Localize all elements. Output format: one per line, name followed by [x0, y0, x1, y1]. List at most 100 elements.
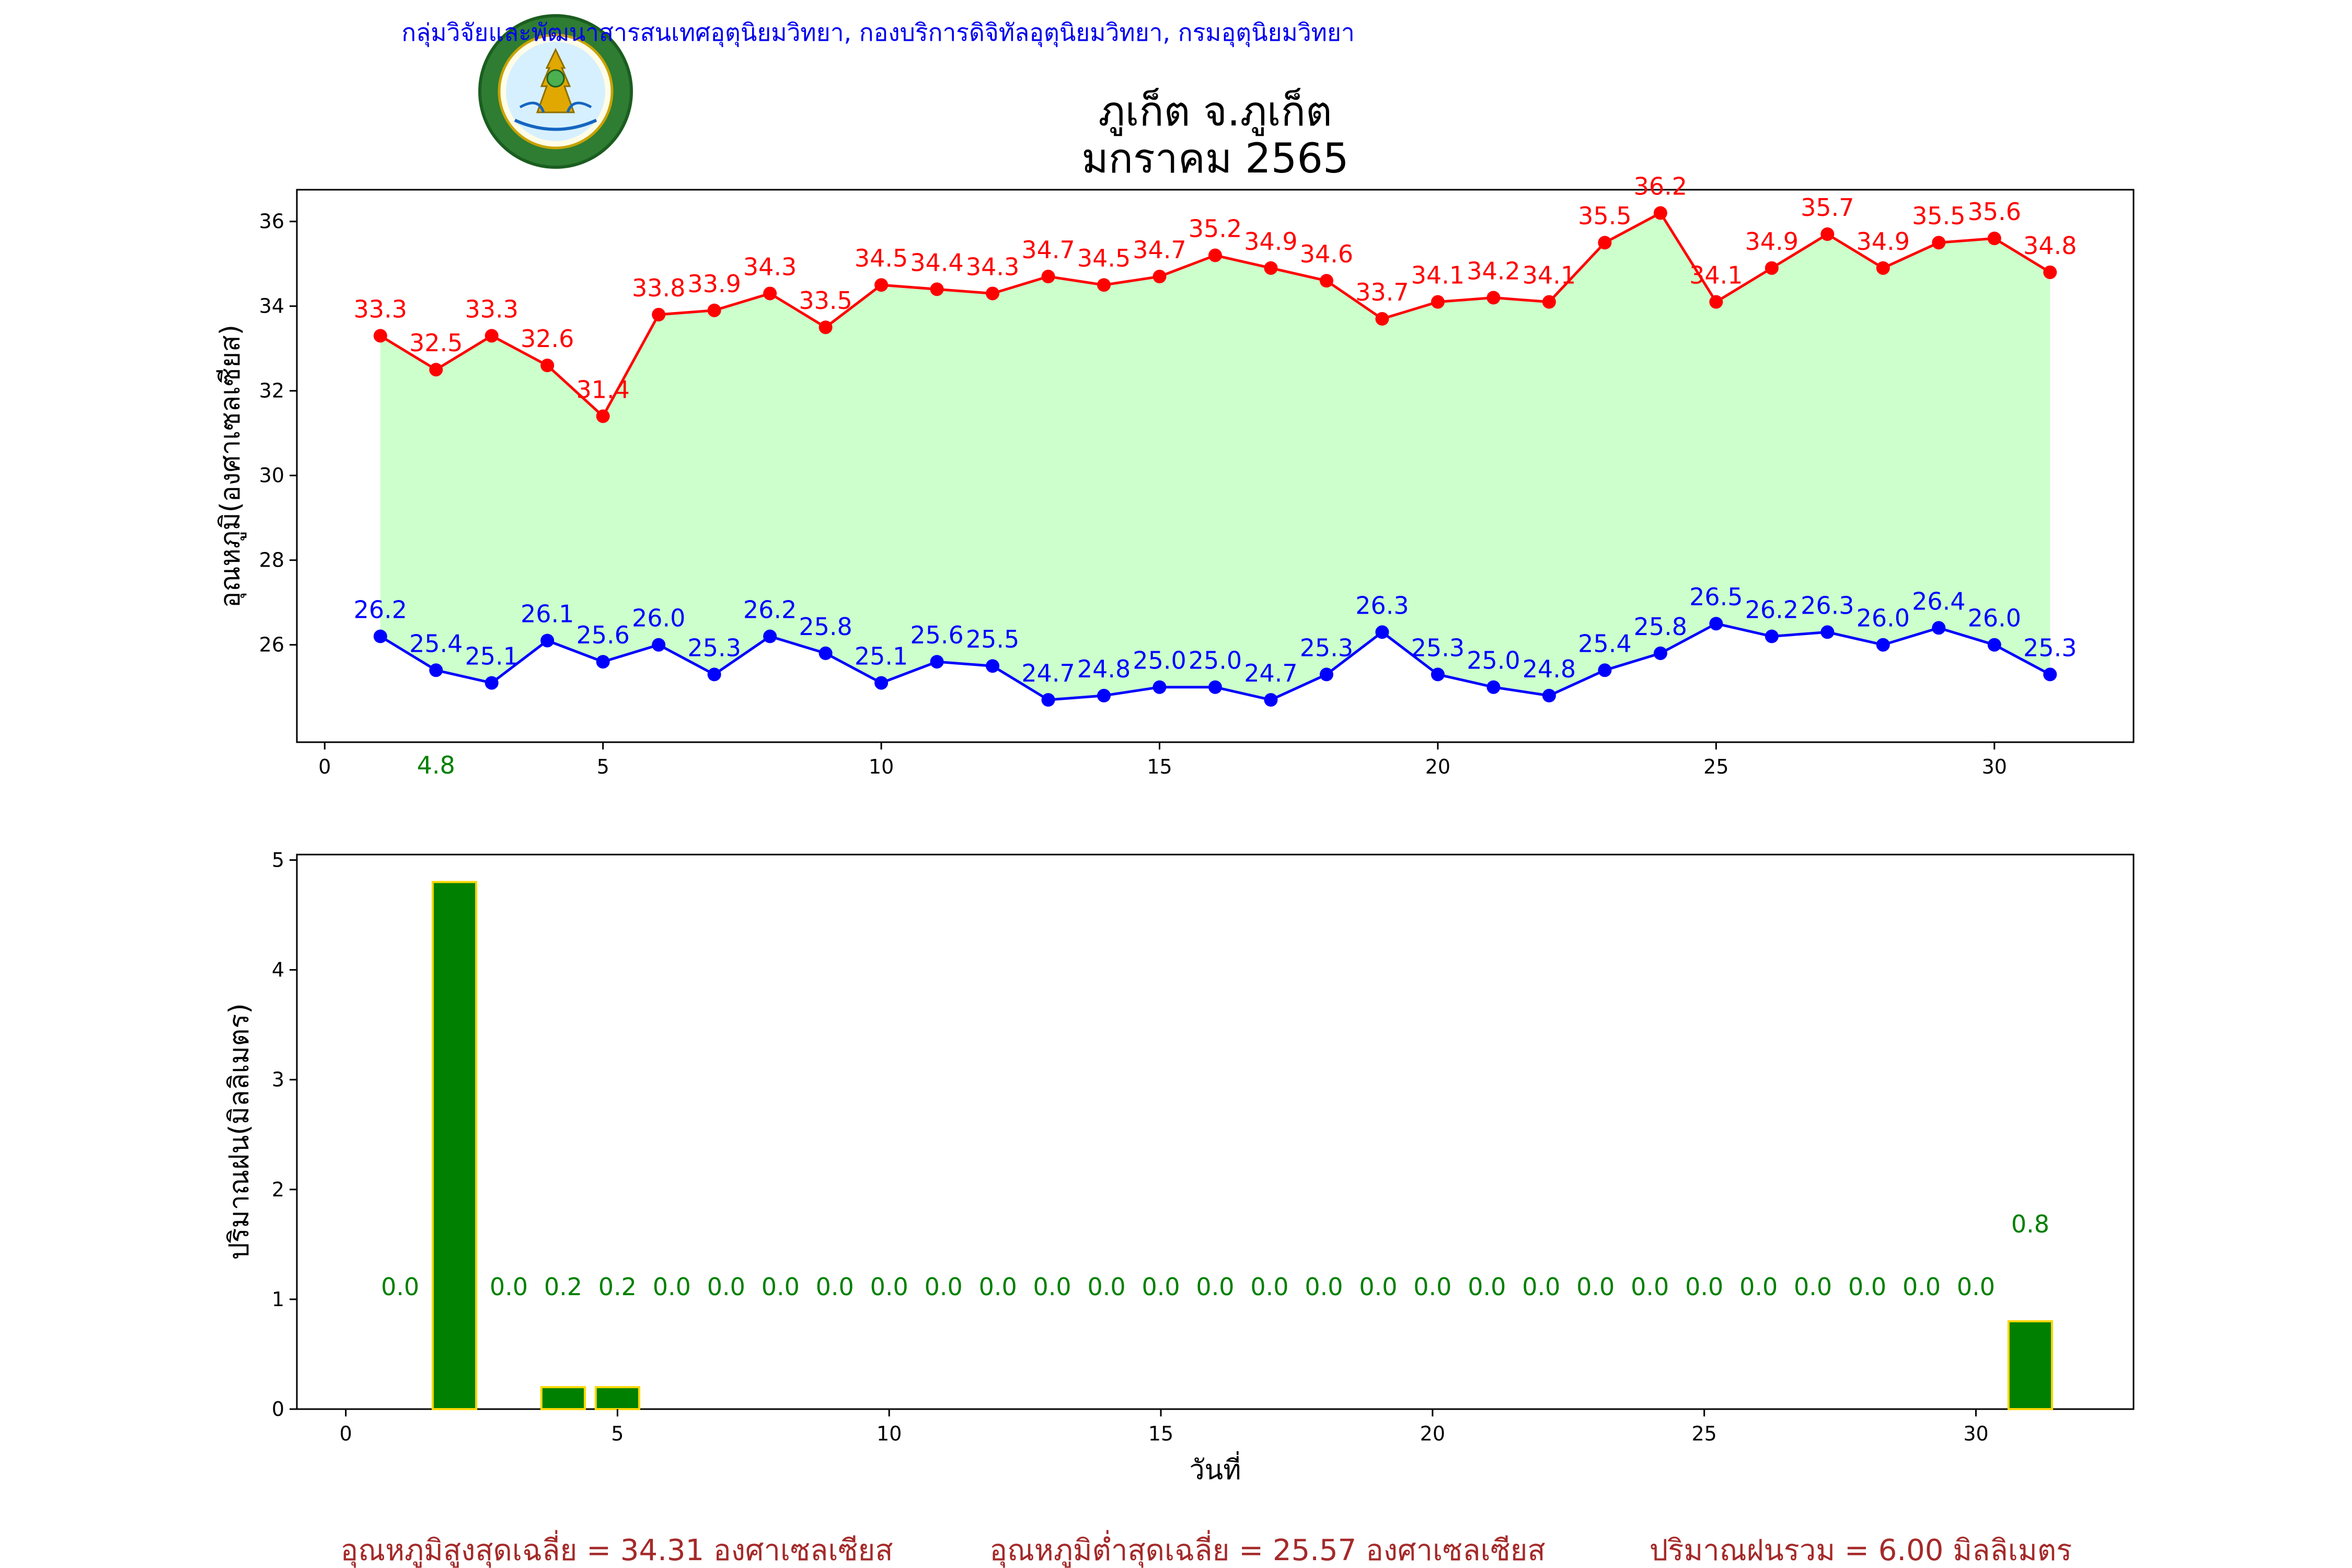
- temperature-y-tick-label: 32: [259, 379, 284, 402]
- max-temperature-label: 33.3: [465, 295, 518, 323]
- rainfall-y-ticks: 0 1 2 3 4 5: [272, 849, 297, 1421]
- min-temperature-point: [930, 655, 944, 669]
- min-temperature-point: [1542, 688, 1556, 702]
- max-temperature-point: [485, 329, 499, 343]
- max-temperature-label: 35.6: [1968, 198, 2021, 226]
- min-temperature-point: [763, 629, 777, 643]
- rainfall-data-labels: 0.0 0.0 0.2 0.2 0.0 0.0 0.0 0.0 0.0 0.0 0.0 0.0 0.0 0…: [381, 1210, 2049, 1301]
- max-temperature-label: 35.5: [1578, 202, 1631, 230]
- max-temperature-label: 35.7: [1801, 193, 1854, 222]
- min-temperature-label: 26.0: [632, 604, 685, 632]
- max-temperature-point: [874, 278, 889, 292]
- max-temperature-point: [1709, 295, 1723, 309]
- max-temperature-point: [1375, 312, 1389, 326]
- max-temperature-point: [1653, 206, 1667, 220]
- chart-title-station: ภูเก็ต จ.ภูเก็ต: [1098, 88, 1332, 136]
- temperature-x-tick-label: 20: [1425, 755, 1450, 778]
- max-temperature-label: 34.3: [743, 252, 797, 281]
- temperature-x-tick-label: 0: [318, 755, 331, 778]
- rainfall-data-label: 0.0: [762, 1273, 800, 1301]
- temperature-band-area: [380, 213, 2050, 700]
- min-temperature-label: 26.2: [354, 596, 407, 624]
- temperature-x-tick-label: 30: [1982, 755, 2007, 778]
- rainfall-data-label: 0.0: [653, 1273, 691, 1301]
- max-temperature-point: [707, 303, 721, 317]
- min-temperature-label: 25.0: [1133, 647, 1186, 675]
- min-temperature-point: [818, 646, 833, 660]
- max-temperature-label: 34.2: [1467, 257, 1520, 285]
- rainfall-x-tick-label: 0: [339, 1422, 352, 1445]
- footer-avg-max: อุณหภูมิสูงสุดเฉลี่ย = 34.31 องศาเซลเซีย…: [340, 1530, 893, 1568]
- rainfall-data-label: 0.0: [816, 1273, 854, 1301]
- max-temperature-label: 36.2: [1634, 172, 1687, 201]
- temperature-plot-frame: [296, 189, 2135, 743]
- max-temperature-label: 33.8: [632, 274, 685, 302]
- min-temperature-label: 25.3: [687, 633, 741, 662]
- min-temperature-label: 26.0: [1968, 604, 2021, 632]
- max-temperature-label: 34.1: [1689, 261, 1743, 290]
- rainfall-data-label: 0.0: [490, 1273, 528, 1301]
- rainfall-data-label: 0.8: [2011, 1210, 2049, 1238]
- rainfall-y-tick-label: 3: [272, 1068, 284, 1091]
- min-temperature-point: [1264, 693, 1278, 707]
- max-temperature-label: 34.3: [966, 252, 1019, 281]
- rainfall-data-label: 0.0: [1359, 1273, 1397, 1301]
- min-temperature-label: 25.0: [1467, 647, 1520, 675]
- min-temperature-label: 26.1: [521, 600, 574, 628]
- rainfall-data-label: 0.0: [1250, 1273, 1288, 1301]
- min-temperature-label: 24.7: [1021, 659, 1075, 687]
- rainfall-data-label: 0.2: [598, 1273, 637, 1301]
- min-temperature-point: [1765, 629, 1779, 643]
- max-temperature-point: [1152, 270, 1167, 284]
- max-temperature-label: 35.5: [1912, 202, 1965, 230]
- max-temperature-point: [986, 286, 1000, 301]
- max-temperature-point: [429, 363, 443, 377]
- temperature-y-tick-label: 30: [259, 464, 284, 487]
- min-temperature-point: [2043, 667, 2057, 682]
- max-temperature-point: [652, 307, 666, 321]
- max-temperature-label: 33.3: [354, 295, 407, 323]
- max-temperature-label: 33.5: [799, 286, 852, 315]
- max-temperature-point: [1876, 261, 1890, 275]
- min-temperature-point: [1431, 667, 1445, 682]
- temperature-x-ticks: 0 5 10 15 20 25 30: [318, 742, 2007, 778]
- rainfall-bar: [431, 881, 478, 1410]
- min-temperature-label: 25.1: [855, 642, 908, 671]
- max-temperature-point: [818, 320, 833, 335]
- max-temperature-label: 34.1: [1523, 261, 1576, 290]
- min-temperature-point: [429, 663, 443, 677]
- rainfall-y-axis-title: ปริมาณฝน(มิลลิเมตร): [224, 1003, 255, 1260]
- min-temperature-label: 24.8: [1077, 655, 1131, 683]
- rainfall-x-tick-label: 5: [611, 1422, 624, 1445]
- max-temperature-point: [2043, 265, 2057, 279]
- rain-peak-annotation: 4.8: [417, 751, 455, 779]
- rainfall-x-tick-label: 10: [877, 1422, 902, 1445]
- rainfall-data-label: 0.0: [925, 1273, 963, 1301]
- min-temperature-point: [1932, 621, 1946, 635]
- rainfall-data-label: 0.0: [1794, 1273, 1832, 1301]
- min-temperature-label: 25.8: [799, 613, 852, 641]
- min-temperature-point: [1987, 638, 2001, 652]
- min-temperature-label: 26.4: [1912, 587, 1965, 615]
- min-temperature-point: [1876, 638, 1890, 652]
- rainfall-y-tick-label: 1: [272, 1288, 284, 1311]
- rainfall-data-label: 0.0: [1413, 1273, 1451, 1301]
- min-temperature-point: [1041, 693, 1055, 707]
- rainfall-bar: [2007, 1320, 2054, 1411]
- rainfall-data-label: 0.0: [870, 1273, 908, 1301]
- min-temperature-label: 25.6: [910, 621, 963, 649]
- max-temperature-point: [1765, 261, 1779, 275]
- rainfall-data-label: 0.0: [1685, 1273, 1723, 1301]
- rainfall-x-axis-title: วันที่: [1189, 1451, 1241, 1486]
- rainfall-data-label: 0.0: [1468, 1273, 1506, 1301]
- rainfall-data-label: 0.2: [544, 1273, 582, 1301]
- min-temperature-label: 26.3: [1355, 591, 1409, 619]
- max-temperature-point: [1208, 248, 1222, 262]
- min-temperature-point: [1319, 667, 1333, 682]
- rainfall-y-tick-label: 0: [272, 1398, 284, 1421]
- temperature-y-ticks: 26 28 30 32 34 36: [259, 210, 297, 656]
- max-temperature-point: [373, 329, 387, 343]
- temperature-y-axis-title: อุณหภูมิ(องศาเซลเซียส): [215, 325, 247, 608]
